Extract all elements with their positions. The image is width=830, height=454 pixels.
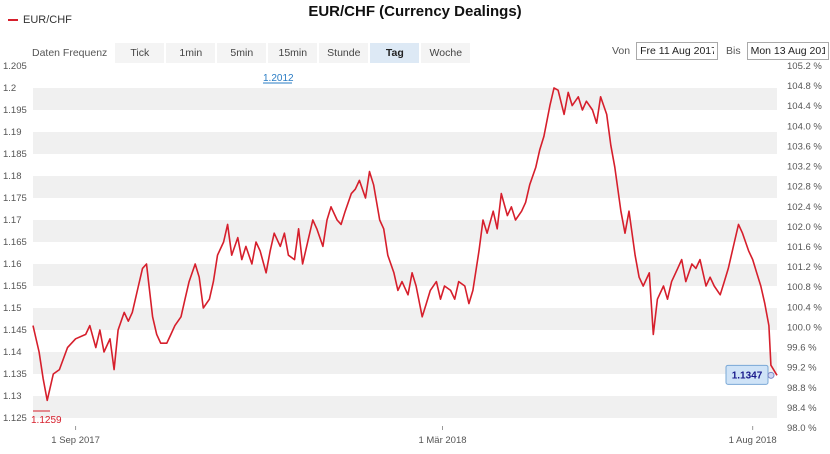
y2-tick-label: 102.4 % <box>787 202 822 213</box>
freq-button-15min[interactable]: 15min <box>268 43 318 63</box>
x-tick-label: 1 Sep 2017 <box>51 435 100 446</box>
y2-tick-label: 104.4 % <box>787 101 822 112</box>
y2-tick-label: 100.4 % <box>787 302 822 313</box>
max-annotation: 1.2012 <box>263 73 294 84</box>
grid-band <box>33 220 777 242</box>
y-tick-label: 1.2 <box>3 83 16 94</box>
chart-title: EUR/CHF (Currency Dealings) <box>308 3 522 20</box>
y-tick-label: 1.15 <box>3 303 22 314</box>
grid-band <box>33 396 777 418</box>
y2-tick-label: 103.6 % <box>787 141 822 152</box>
last-value-label: 1.1347 <box>732 370 763 381</box>
y2-tick-label: 105.2 % <box>787 61 822 72</box>
y2-tick-label: 98.4 % <box>787 403 817 414</box>
freq-button-tick[interactable]: Tick <box>115 43 165 63</box>
y-tick-label: 1.13 <box>3 391 22 402</box>
y-tick-label: 1.165 <box>3 237 27 248</box>
y2-tick-label: 104.0 % <box>787 121 822 132</box>
y2-tick-label: 98.8 % <box>787 383 817 394</box>
freq-button-stunde[interactable]: Stunde <box>319 43 369 63</box>
y2-tick-label: 104.8 % <box>787 81 822 92</box>
y-tick-label: 1.14 <box>3 347 22 358</box>
y-tick-label: 1.175 <box>3 193 27 204</box>
y-tick-label: 1.17 <box>3 215 22 226</box>
range-to: Bis <box>726 42 829 60</box>
legend-label: EUR/CHF <box>23 14 72 26</box>
from-label: Von <box>612 45 631 57</box>
grid-band <box>33 88 777 110</box>
y2-tick-label: 101.2 % <box>787 262 822 273</box>
y-tick-label: 1.205 <box>3 61 27 72</box>
y-tick-label: 1.145 <box>3 325 27 336</box>
y2-tick-label: 102.8 % <box>787 182 822 193</box>
to-label: Bis <box>726 45 741 57</box>
grid-band <box>33 308 777 330</box>
grid-band <box>33 132 777 154</box>
y2-tick-label: 103.2 % <box>787 162 822 173</box>
freq-button-5min[interactable]: 5min <box>217 43 267 63</box>
y2-tick-label: 100.8 % <box>787 282 822 293</box>
y2-tick-label: 102.0 % <box>787 222 822 233</box>
freq-button-1min[interactable]: 1min <box>166 43 216 63</box>
range-from: Von <box>612 42 719 60</box>
to-date-input[interactable] <box>746 42 829 60</box>
y-tick-label: 1.185 <box>3 149 27 160</box>
y-tick-label: 1.125 <box>3 413 27 424</box>
grid-band <box>33 352 777 374</box>
grid-band <box>33 264 777 286</box>
grid-band <box>33 176 777 198</box>
y-tick-label: 1.18 <box>3 171 22 182</box>
from-date-input[interactable] <box>636 42 719 60</box>
legend[interactable]: EUR/CHF <box>8 14 72 26</box>
x-tick-label: 1 Mär 2018 <box>418 435 466 446</box>
y2-tick-label: 99.2 % <box>787 363 817 374</box>
legend-swatch <box>8 19 18 21</box>
y-tick-label: 1.135 <box>3 369 27 380</box>
frequency-label: Daten Frequenz <box>32 47 108 59</box>
y-tick-label: 1.155 <box>3 281 27 292</box>
frequency-toolbar: Daten Frequenz Tick 1min 5min 15min Stun… <box>0 42 472 64</box>
y-tick-label: 1.16 <box>3 259 22 270</box>
y-tick-label: 1.195 <box>3 105 27 116</box>
x-tick-label: 1 Aug 2018 <box>729 435 777 446</box>
series-line-eurchf <box>32 87 778 402</box>
y-tick-label: 1.19 <box>3 127 22 138</box>
y2-tick-label: 99.6 % <box>787 343 817 354</box>
freq-button-woche[interactable]: Woche <box>421 43 471 63</box>
y2-tick-label: 101.6 % <box>787 242 822 253</box>
freq-button-tag[interactable]: Tag <box>370 43 420 63</box>
last-value-marker <box>767 371 775 379</box>
y2-tick-label: 100.0 % <box>787 322 822 333</box>
min-annotation: 1.1259 <box>31 415 62 426</box>
y2-tick-label: 98.0 % <box>787 423 817 434</box>
